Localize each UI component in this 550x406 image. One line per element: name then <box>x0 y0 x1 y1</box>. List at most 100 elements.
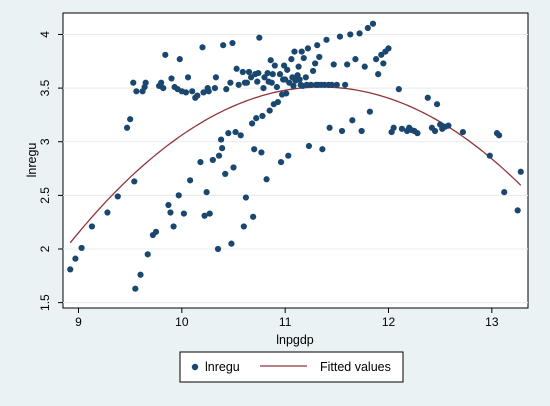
scatter-point <box>203 189 210 196</box>
scatter-point <box>284 66 291 73</box>
scatter-point <box>258 149 265 156</box>
scatter-point <box>182 89 190 96</box>
scatter-point <box>104 209 111 216</box>
scatter-point <box>251 146 258 153</box>
scatter-point <box>433 101 441 108</box>
scatter-point <box>209 156 216 164</box>
scatter-point <box>380 60 387 67</box>
scatter-point <box>302 74 309 81</box>
scatter-point <box>152 228 160 235</box>
scatter-point <box>336 33 344 40</box>
scatter-point <box>274 98 282 106</box>
scatter-point <box>240 223 247 230</box>
scatter-point <box>235 81 242 88</box>
scatter-point <box>375 71 382 78</box>
scatter-point <box>268 79 275 86</box>
scatter-point <box>175 192 182 199</box>
scatter-point <box>88 223 96 230</box>
scatter-point <box>239 68 246 76</box>
scatter-point <box>78 244 85 252</box>
scatter-point <box>296 76 303 83</box>
scatter-point <box>277 159 285 166</box>
x-tick-label: 9 <box>75 315 82 329</box>
y-tick-label: 2.5 <box>38 187 52 204</box>
y-tick-label: 3.5 <box>38 79 52 96</box>
x-tick-label: 10 <box>175 315 189 329</box>
scatter-point <box>259 112 266 120</box>
scatter-point <box>305 142 313 150</box>
scatter-point <box>326 124 333 131</box>
scatter-point <box>501 189 508 196</box>
scatter-point <box>180 210 187 217</box>
scatter-point <box>201 212 208 219</box>
x-tick-label: 11 <box>279 315 292 329</box>
scatter-point <box>390 124 397 131</box>
scatter-point <box>158 79 165 86</box>
scatter-point <box>211 84 218 92</box>
scatter-point <box>445 122 452 129</box>
scatter-point <box>361 63 368 70</box>
scatter-point <box>233 65 240 72</box>
scatter-point <box>187 177 194 184</box>
scatter-point <box>267 57 274 64</box>
scatter-point <box>72 255 79 262</box>
y-tick-label: 1.5 <box>38 294 52 311</box>
scatter-point <box>276 71 284 78</box>
scatter-point <box>170 223 177 230</box>
scatter-point <box>228 240 235 247</box>
scatter-point <box>114 193 121 200</box>
scatter-point <box>291 48 298 55</box>
scatter-point <box>271 62 278 69</box>
scatter-point <box>218 136 225 143</box>
scatter-point <box>261 74 268 81</box>
scatter-point <box>253 115 260 122</box>
scatter-point <box>263 176 270 183</box>
scatter-point <box>256 34 263 41</box>
x-tick-label: 13 <box>485 315 499 329</box>
scatter-point <box>184 74 192 81</box>
scatter-point <box>214 245 222 253</box>
scatter-point <box>514 207 521 214</box>
scatter-point <box>165 201 172 209</box>
scatter-point <box>168 75 175 82</box>
scatter-point <box>269 71 276 78</box>
scatter-point <box>328 81 335 88</box>
scatter-point <box>486 152 493 159</box>
scatter-point <box>288 56 295 63</box>
scatter-point <box>342 81 349 88</box>
scatter-point <box>220 42 227 49</box>
scatter-point <box>344 61 351 68</box>
scatter-point <box>358 127 365 135</box>
scatter-point <box>167 209 174 216</box>
scatter-point <box>285 152 292 159</box>
scatter-point <box>245 68 253 76</box>
plot-area <box>62 12 529 309</box>
scatter-point <box>307 81 315 88</box>
scatter-point <box>229 39 236 47</box>
scatter-point <box>199 44 206 51</box>
scatter-point <box>212 74 220 81</box>
scatter-point <box>314 42 321 49</box>
scatter-point <box>309 67 317 75</box>
scatter-point <box>356 30 363 37</box>
scatter-point <box>137 271 144 278</box>
scatter-point <box>352 56 359 63</box>
x-axis-title: lnpgdp <box>276 333 314 347</box>
scatter-point <box>333 81 340 88</box>
scatter-point <box>232 128 239 136</box>
scatter-point <box>366 108 373 115</box>
scatter-point <box>132 285 139 292</box>
scatter-point <box>281 62 288 69</box>
scatter-point <box>298 48 305 55</box>
scatter-point <box>242 194 249 201</box>
scatter-point <box>237 132 244 139</box>
scatter-point <box>349 117 356 124</box>
scatter-point <box>254 78 261 85</box>
legend-marker-lnregu <box>191 363 199 371</box>
scatter-point <box>398 125 406 132</box>
scatter-point <box>395 86 402 93</box>
scatter-point <box>133 88 140 95</box>
scatter-point <box>369 20 377 27</box>
